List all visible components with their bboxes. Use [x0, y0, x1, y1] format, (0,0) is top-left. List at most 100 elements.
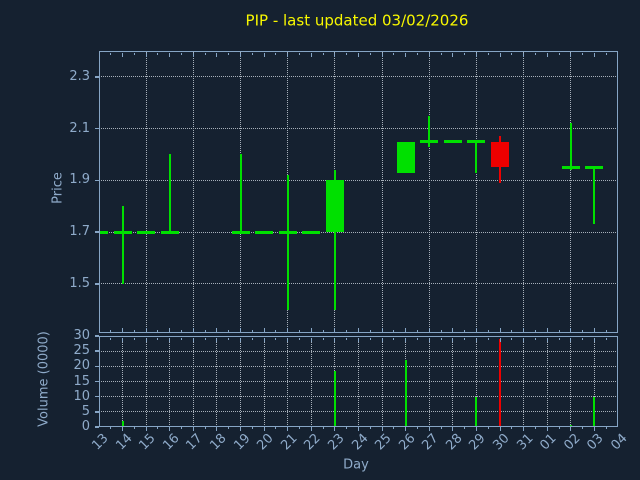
x-tick	[593, 52, 595, 57]
x-tick	[487, 52, 489, 55]
x-tick	[169, 327, 171, 332]
candle-wick-03	[593, 167, 596, 225]
x-tick	[440, 52, 442, 55]
x-tick-outer	[381, 427, 383, 431]
x-tick	[122, 52, 124, 57]
x-tick	[534, 52, 536, 55]
x-tick	[393, 337, 395, 340]
x-tick-outer	[499, 427, 501, 431]
x-tick	[133, 52, 135, 55]
volume-gridline-v	[570, 336, 572, 427]
x-tick-outer	[334, 427, 336, 431]
x-tick	[582, 337, 584, 340]
x-tick-label: 26	[395, 431, 419, 454]
x-tick	[393, 52, 395, 55]
x-tick-outer	[393, 427, 395, 429]
volume-gridline-v	[428, 336, 430, 427]
x-tick-outer	[440, 427, 442, 429]
x-tick-outer	[204, 427, 206, 429]
volume-bar-29	[475, 396, 478, 427]
price-y-tick-label: 1.5	[69, 275, 90, 291]
x-tick	[299, 329, 301, 332]
x-tick-outer	[299, 427, 301, 429]
x-tick	[275, 329, 277, 332]
x-tick	[523, 52, 525, 57]
candle-body-03	[585, 165, 604, 169]
x-tick	[428, 52, 430, 57]
candle-body-28	[443, 140, 462, 144]
price-gridline-h	[99, 128, 618, 130]
x-tick	[582, 52, 584, 55]
x-tick	[322, 329, 324, 332]
x-tick-outer	[582, 427, 584, 429]
x-tick-outer	[157, 427, 159, 429]
x-tick	[251, 329, 253, 332]
x-tick	[251, 52, 253, 55]
x-tick	[263, 52, 265, 57]
x-tick-label: 13	[89, 431, 112, 454]
chart-title: PIP - last updated 03/02/2026	[245, 11, 469, 30]
x-tick	[181, 337, 183, 340]
x-tick-outer	[511, 427, 513, 429]
price-gridline-v	[428, 51, 430, 333]
x-tick	[440, 337, 442, 340]
x-tick-outer	[558, 427, 560, 429]
x-tick	[464, 329, 466, 332]
x-tick-outer	[169, 427, 171, 431]
x-tick	[416, 329, 418, 332]
x-tick-label: 20	[254, 431, 277, 454]
candle-body-20	[255, 230, 274, 234]
candle-wick-19	[239, 154, 242, 233]
candle-body-22	[302, 230, 321, 234]
candle-wick-27	[428, 115, 431, 147]
x-tick	[499, 327, 501, 332]
x-tick-outer	[181, 427, 183, 429]
x-tick	[605, 337, 607, 340]
price-gridline-v	[381, 51, 383, 333]
x-tick-outer	[192, 427, 194, 431]
x-tick	[570, 337, 572, 342]
x-tick	[192, 327, 194, 332]
x-tick	[228, 52, 230, 55]
x-tick	[263, 327, 265, 332]
x-tick-label: 30	[490, 431, 513, 454]
x-tick	[322, 52, 324, 55]
candle-wick-21	[286, 175, 289, 310]
x-tick	[346, 329, 348, 332]
x-tick	[287, 337, 289, 342]
x-tick	[511, 52, 513, 55]
volume-gridline-v	[216, 336, 218, 427]
x-tick	[358, 52, 359, 57]
x-tick	[346, 52, 348, 55]
x-tick	[228, 329, 230, 332]
x-tick	[487, 337, 489, 340]
x-tick	[593, 327, 595, 332]
candle-wick-23	[333, 170, 336, 310]
x-tick-outer	[133, 427, 135, 429]
x-tick-label: 02	[561, 431, 584, 454]
candle-wick-02	[569, 123, 572, 170]
x-tick	[334, 52, 336, 57]
x-tick	[310, 52, 312, 57]
x-tick	[464, 52, 466, 55]
x-tick	[169, 337, 171, 342]
candle-body-14	[113, 230, 132, 234]
x-tick	[558, 52, 560, 55]
x-tick-label: 29	[466, 431, 490, 454]
price-axis-title: Price	[50, 172, 66, 204]
x-tick	[416, 52, 418, 55]
x-tick-outer	[240, 427, 242, 431]
x-tick-label: 18	[207, 431, 230, 454]
x-tick	[192, 52, 194, 57]
x-tick	[605, 329, 607, 332]
candle-body-30	[491, 141, 510, 168]
x-tick	[546, 52, 548, 57]
x-tick	[452, 52, 454, 57]
x-tick	[204, 329, 206, 332]
x-tick-outer	[452, 427, 454, 431]
x-tick	[582, 329, 584, 332]
x-tick	[558, 337, 560, 340]
volume-axis-title: Volume (0000)	[36, 331, 52, 427]
x-tick	[534, 337, 536, 340]
x-tick	[216, 52, 218, 57]
